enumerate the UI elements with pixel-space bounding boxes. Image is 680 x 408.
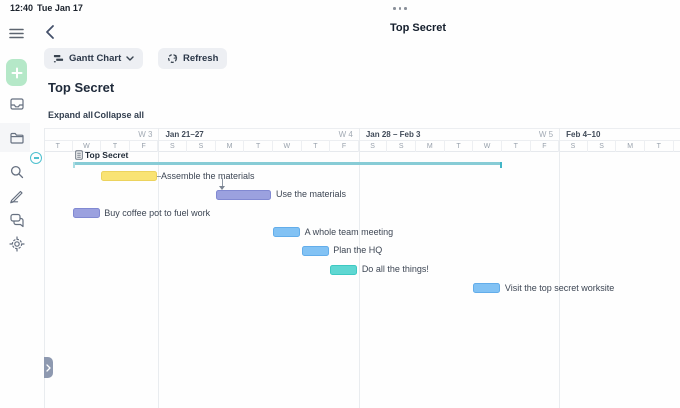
task-bar[interactable] [301,245,329,256]
gantt-day-header-row [44,140,680,152]
day-letter-cell: W [674,140,680,152]
day-letter-cell: S [588,140,617,152]
project-row-label[interactable]: Top Secret [85,150,129,160]
chat-bubbles-icon[interactable] [9,212,25,228]
drawer-handle[interactable] [44,357,53,378]
refresh-button[interactable]: Refresh [158,48,228,69]
day-letter-cell: T [502,140,531,152]
project-span-tick-left [72,162,75,168]
task-label: Buy coffee pot to fuel work [104,207,211,218]
nav-title: Top Secret [389,22,447,34]
dependency-arrow-line [221,178,223,186]
day-letter-cell: S [387,140,417,152]
day-letter-cell: F [531,140,560,152]
task-bar[interactable] [215,189,272,200]
dependency-arrowhead-icon [219,185,226,190]
week-title-label: Jan 21–27 [165,129,204,139]
day-letter-cell: T [445,140,474,152]
day-letter-cell: M [216,140,245,152]
hamburger-menu-icon[interactable] [8,26,25,41]
dependency-connector-line [156,176,161,177]
chevron-down-icon [126,56,134,61]
chart-left-border [44,128,45,408]
task-label: Use the materials [275,189,346,200]
day-letter-cell: T [244,140,273,152]
week-gridline [358,128,360,408]
day-letter-cell: W [473,140,502,152]
search-icon[interactable] [9,164,25,180]
multitask-dots-icon [393,7,407,10]
task-label: Visit the top secret worksite [504,282,615,293]
week-title-label: Jan 28 – Feb 3 [365,129,421,139]
task-label: A whole team meeting [304,226,394,237]
week-number-label: W 4 [338,129,353,139]
day-letter-cell: F [130,140,159,152]
task-bar[interactable] [272,227,301,238]
project-collapse-toggle[interactable] [30,152,42,164]
task-bar[interactable] [330,264,358,275]
sidebar-active-highlight [0,123,30,152]
inbox-icon[interactable] [9,96,25,112]
day-letter-cell: T [101,140,130,152]
task-bar[interactable] [473,283,501,294]
folder-icon[interactable] [9,130,25,146]
week-number-label: W 3 [138,129,153,139]
settings-gear-icon[interactable] [9,236,25,252]
day-letter-cell: T [302,140,331,152]
page-title: Top Secret [48,80,115,95]
day-letter-cell: W [273,140,302,152]
day-letter-cell: M [616,140,645,152]
gantt-week-header-row [44,128,680,140]
day-letter-cell: S [559,140,588,152]
day-letter-cell: M [416,140,445,152]
task-label: Plan the HQ [333,245,383,256]
gantt-view-icon [53,53,64,64]
day-letter-cell: W [73,140,102,152]
status-time: 12:40 [10,3,34,13]
collapse-all-link[interactable]: Collapse all [94,110,145,120]
task-bar[interactable] [101,171,157,181]
back-chevron-icon[interactable] [43,24,57,40]
week-gridline [559,128,561,408]
week-gridline [158,128,160,408]
day-letter-cell: T [645,140,674,152]
status-date: Tue Jan 17 [37,3,83,13]
project-list-icon [75,150,83,160]
day-letter-cell: F [330,140,359,152]
task-label: Do all the things! [361,264,429,274]
view-selector-button[interactable]: Gantt Chart [44,48,144,69]
day-letter-cell: T [44,140,73,152]
refresh-icon [167,53,178,64]
project-span-tick-right [499,162,502,168]
day-letter-cell: S [158,140,188,152]
add-plus-button[interactable] [6,59,27,86]
refresh-label: Refresh [183,53,219,64]
edit-pencil-icon[interactable] [9,188,25,204]
task-label: Assemble the materials [160,170,255,181]
view-selector-label: Gantt Chart [69,53,122,64]
week-title-label: Feb 4–10 [566,129,601,139]
task-bar[interactable] [72,208,100,219]
project-span-bar[interactable] [72,162,502,165]
expand-all-link[interactable]: Expand all [48,110,94,120]
day-letter-cell: S [359,140,388,152]
week-number-label: W 5 [538,129,554,139]
day-letter-cell: S [187,140,216,152]
